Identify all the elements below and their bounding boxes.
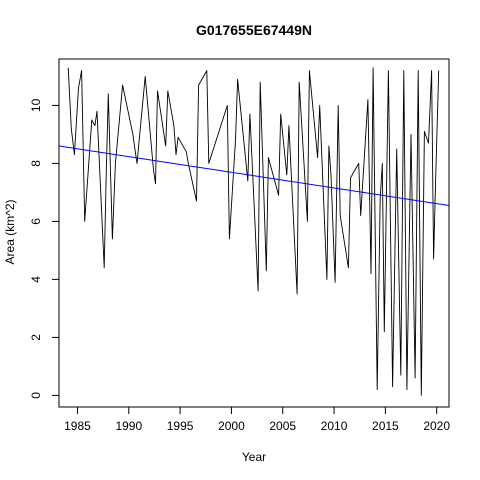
x-tick-label: 1990	[115, 419, 142, 433]
x-tick-label: 1995	[167, 419, 194, 433]
x-tick-label: 2020	[423, 419, 450, 433]
x-tick-label: 2010	[321, 419, 348, 433]
y-tick-label: 0	[29, 392, 43, 399]
x-axis-label: Year	[242, 450, 266, 464]
y-tick-label: 4	[29, 276, 43, 283]
y-axis-label: Area (km^2)	[3, 200, 17, 265]
chart-title: G017655E67449N	[196, 22, 312, 38]
x-tick-label: 2000	[218, 419, 245, 433]
y-tick-label: 8	[29, 160, 43, 167]
y-tick-label: 10	[29, 98, 43, 112]
plot-area: 1985 1990 1995 2000 2005 2010 2015 2020 0 2 4 6 8 10	[29, 58, 450, 433]
y-tick-label: 2	[29, 334, 43, 341]
trend-line	[59, 145, 449, 206]
series-line-0	[67, 67, 440, 396]
x-tick-label: 1985	[64, 419, 91, 433]
y-tick-label: 6	[29, 218, 43, 225]
x-tick-label: 2005	[269, 419, 296, 433]
x-tick-label: 2015	[372, 419, 399, 433]
